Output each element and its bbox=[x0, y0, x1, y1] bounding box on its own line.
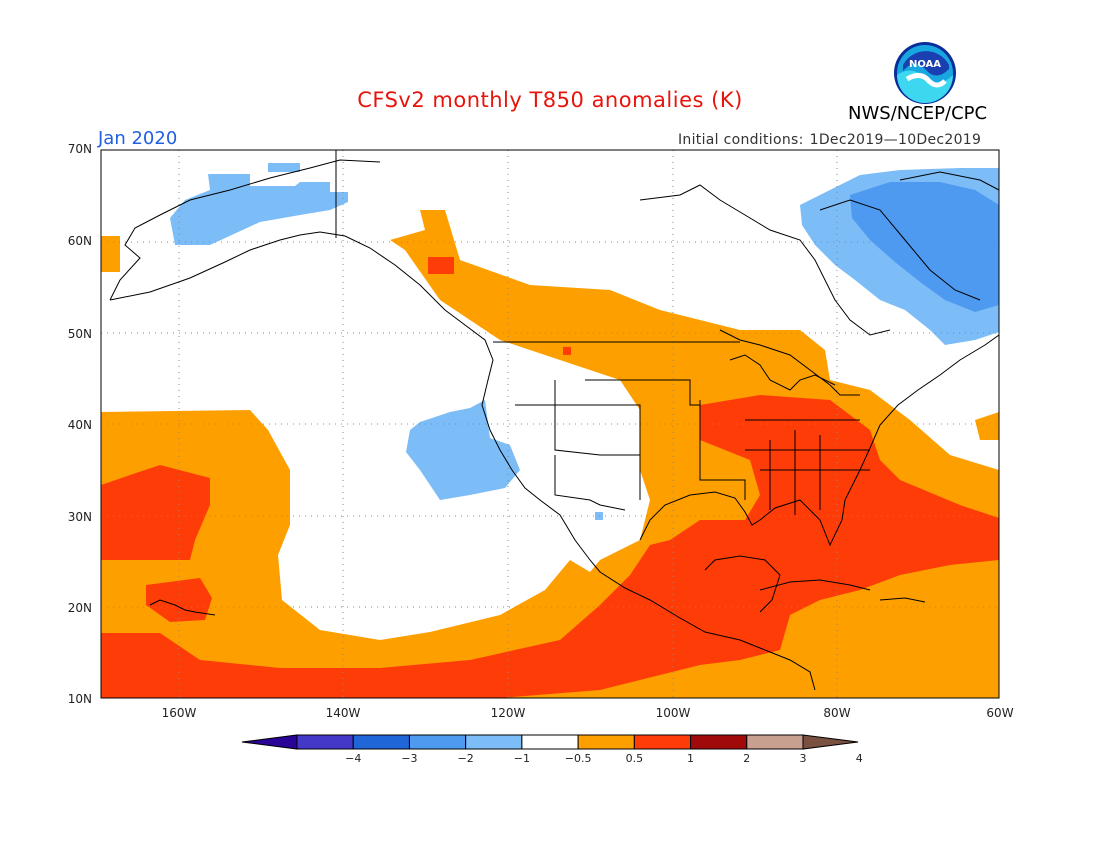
lon-label-120w: 120W bbox=[490, 706, 526, 720]
initial-conditions: Initial conditions: 1Dec2019—10Dec2019 bbox=[678, 132, 981, 148]
colorbar-tick-label: 3 bbox=[799, 752, 807, 765]
colorbar-tick-label: 4 bbox=[855, 752, 863, 765]
lat-label-60n: 60N bbox=[67, 234, 92, 248]
colorbar-tick-label: 2 bbox=[743, 752, 751, 765]
colorbar-tick-label: −0.5 bbox=[564, 752, 592, 765]
anomaly-shading bbox=[101, 150, 999, 698]
coastlines bbox=[109, 159, 999, 691]
colorbar-swatch bbox=[633, 734, 692, 750]
colorbar-swatch bbox=[577, 734, 635, 750]
colorbar-swatch bbox=[352, 734, 410, 750]
forecast-month: Jan 2020 bbox=[98, 128, 178, 149]
colorbar-tick-label: −2 bbox=[457, 752, 474, 765]
colorbar-tick-label: −3 bbox=[401, 752, 418, 765]
colorbar-swatch bbox=[408, 734, 467, 750]
lat-label-50n: 50N bbox=[67, 327, 92, 341]
colorbar-tick-label: −1 bbox=[513, 752, 530, 765]
initial-conditions-label: Initial conditions: bbox=[678, 132, 804, 148]
lon-label-140w: 140W bbox=[325, 706, 361, 720]
colorbar-tick-label: 1 bbox=[687, 752, 695, 765]
political-borders bbox=[335, 150, 870, 515]
colorbar-tick-label: −4 bbox=[345, 752, 362, 765]
lat-label-40n: 40N bbox=[67, 418, 92, 432]
noaa-logo: NOAA bbox=[894, 42, 956, 104]
initial-conditions-start: 1Dec2019 bbox=[809, 132, 884, 148]
lon-label-100w: 100W bbox=[655, 706, 691, 720]
colorbar-swatch bbox=[521, 734, 579, 750]
lon-label-60w: 60W bbox=[986, 706, 1014, 720]
date-separator: — bbox=[883, 132, 898, 148]
map-title: CFSv2 monthly T850 anomalies (K) bbox=[357, 88, 743, 112]
initial-conditions-end: 10Dec2019 bbox=[897, 132, 982, 148]
lat-label-20n: 20N bbox=[67, 601, 92, 615]
colorbar-swatch bbox=[746, 734, 804, 750]
colorbar-swatch bbox=[690, 734, 748, 750]
lat-label-30n: 30N bbox=[67, 510, 92, 524]
colorbar bbox=[241, 734, 859, 750]
lon-label-80w: 80W bbox=[823, 706, 851, 720]
colorbar-arrow-low bbox=[241, 734, 298, 750]
lat-label-10n: 10N bbox=[67, 692, 92, 706]
agency-label: NWS/NCEP/CPC bbox=[848, 103, 988, 124]
lat-label-70n: 70N bbox=[67, 142, 92, 156]
map-frame bbox=[100, 149, 1000, 699]
colorbar-tick-label: 0.5 bbox=[625, 752, 644, 765]
colorbar-swatch bbox=[296, 734, 354, 750]
colorbar-arrow-high bbox=[802, 734, 859, 750]
lon-label-160w: 160W bbox=[161, 706, 197, 720]
colorbar-swatch bbox=[465, 734, 523, 750]
logo-text: NOAA bbox=[909, 59, 941, 70]
